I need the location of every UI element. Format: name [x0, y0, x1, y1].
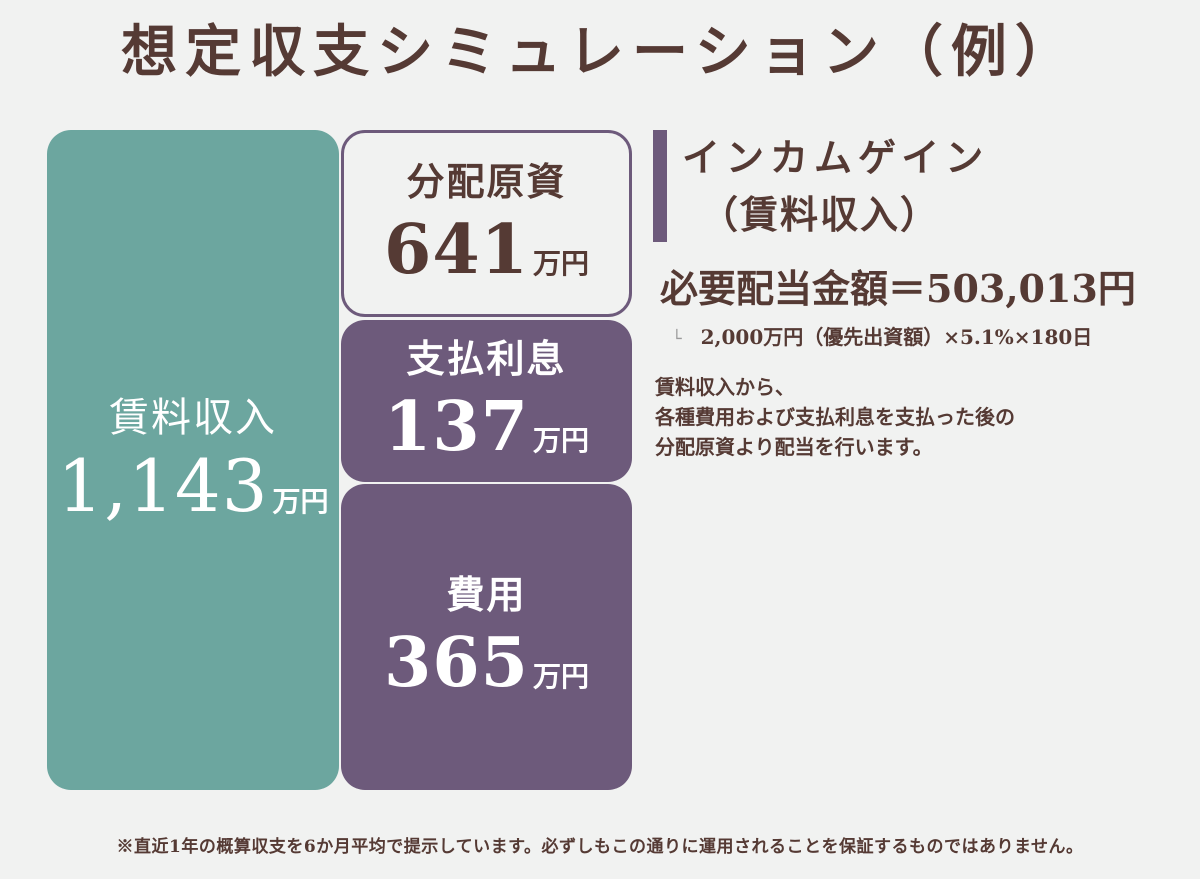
income-gain-subtitle: （賃料収入） — [700, 192, 941, 237]
distribution-source-box: 分配原資 641 万円 — [341, 130, 632, 317]
rental-income-unit: 万円 — [272, 485, 329, 518]
disclaimer-footnote: ※直近1年の概算収支を6か月平均で提示しています。必ずしもこの通りに運用されるこ… — [116, 837, 1084, 857]
distribution-source-label: 分配原資 — [406, 158, 567, 204]
expense-value-row: 365 万円 — [384, 623, 589, 703]
interest-payment-unit: 万円 — [532, 424, 589, 457]
branch-corner-icon: └ — [672, 329, 682, 348]
expense-value: 365 — [384, 623, 529, 703]
expense-unit: 万円 — [532, 660, 589, 693]
section-accent-bar — [653, 130, 667, 242]
distribution-source-value-row: 641 万円 — [384, 210, 589, 290]
required-dividend-amount: 必要配当金額＝503,013円 — [660, 266, 1136, 311]
expense-box: 費用 365 万円 — [341, 484, 632, 790]
rental-income-value-row: 1,143 万円 — [57, 446, 328, 526]
description-text: 賃料収入から、 各種費用および支払利息を支払った後の 分配原資より配当を行います… — [655, 372, 1015, 462]
description-line: 分配原資より配当を行います。 — [655, 435, 933, 459]
dividend-formula: └ 2,000万円（優先出資額）×5.1%×180日 — [672, 322, 1092, 354]
rental-income-label: 賃料収入 — [109, 395, 277, 441]
description-line: 賃料収入から、 — [655, 375, 795, 399]
interest-payment-label: 支払利息 — [406, 336, 567, 381]
page-title: 想定収支シミュレーション（例） — [121, 19, 1079, 85]
rental-income-value: 1,143 — [57, 444, 269, 528]
description-line: 各種費用および支払利息を支払った後の — [655, 405, 1015, 429]
dividend-formula-text: 2,000万円（優先出資額）×5.1%×180日 — [700, 325, 1093, 349]
interest-payment-box: 支払利息 137 万円 — [341, 320, 632, 482]
rental-income-box: 賃料収入 1,143 万円 — [47, 130, 339, 790]
distribution-source-value: 641 — [384, 209, 529, 290]
expense-label: 費用 — [446, 572, 527, 617]
distribution-source-unit: 万円 — [532, 246, 589, 280]
interest-payment-value-row: 137 万円 — [384, 387, 589, 467]
income-gain-title: インカムゲイン — [682, 135, 990, 180]
interest-payment-value: 137 — [384, 387, 529, 467]
